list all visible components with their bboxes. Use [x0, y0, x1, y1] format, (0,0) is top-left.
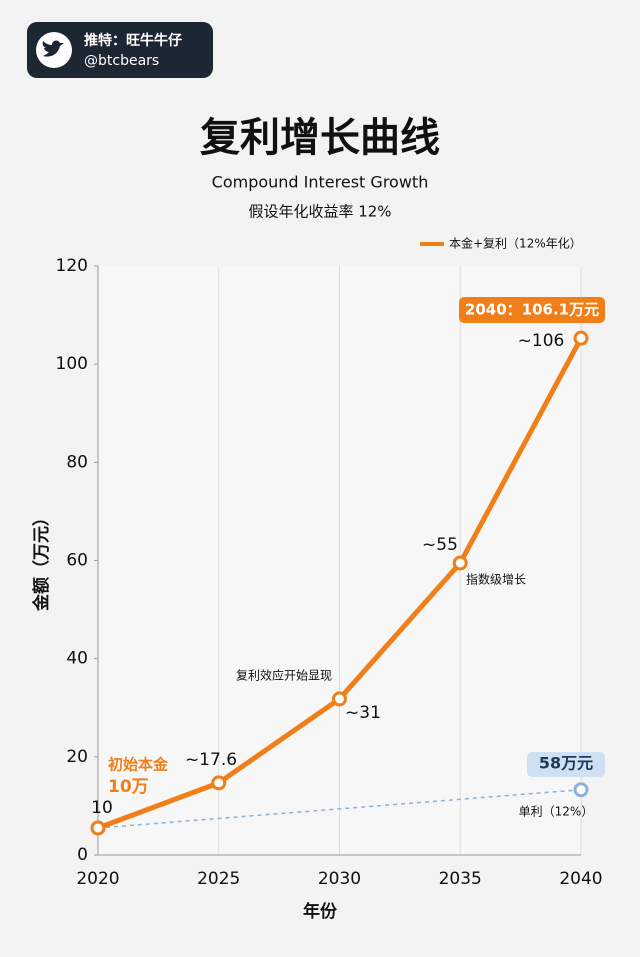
annotation: 10万 [108, 777, 149, 797]
data-point [573, 782, 589, 798]
annotation-box [459, 297, 605, 323]
annotation: ~31 [345, 703, 381, 723]
account-badge [27, 22, 213, 78]
annotation: 10 [91, 798, 113, 818]
y-tick-label: 100 [56, 354, 88, 374]
annotation: ~17.6 [185, 750, 237, 770]
annotation: 复利效应开始显现 [236, 668, 332, 683]
chart-note: 假设年化收益率 12% [248, 203, 391, 221]
x-tick-label: 2030 [318, 869, 361, 889]
annotation: ~106 [518, 331, 565, 351]
annotation: 2040：106.1万元 [465, 301, 599, 319]
y-tick-label: 20 [66, 747, 88, 767]
series-line [97, 788, 582, 829]
data-point [452, 555, 468, 571]
data-point [211, 775, 227, 791]
annotation: 单利（12%） [519, 805, 594, 819]
annotation: ~55 [422, 535, 458, 555]
annotation: 初始本金 [108, 756, 169, 774]
y-tick-label: 120 [56, 256, 88, 276]
y-tick-label: 60 [66, 551, 88, 571]
annotation-box [527, 752, 605, 777]
x-tick-label: 2020 [76, 869, 119, 889]
y-axis-label: 金额（万元） [31, 509, 52, 612]
chart-subtitle: Compound Interest Growth [212, 173, 429, 192]
legend-label: 本金+复利（12%年化） [449, 236, 582, 251]
x-tick-label: 2035 [439, 869, 482, 889]
x-tick-label: 2025 [197, 869, 240, 889]
handle-label: 推特：旺牛牛仔 [84, 32, 182, 49]
x-tick-label: 2040 [559, 869, 602, 889]
handle: @btcbears [84, 53, 159, 69]
chart-title: 复利增长曲线 [200, 115, 440, 161]
y-tick-label: 0 [77, 845, 88, 865]
data-point [573, 330, 589, 346]
annotation: 指数级增长 [466, 572, 526, 587]
y-tick-label: 80 [66, 452, 88, 472]
x-axis-label: 年份 [303, 901, 338, 922]
data-point [90, 820, 106, 836]
twitter-bird [42, 40, 64, 57]
data-point [332, 691, 347, 707]
annotation: 58万元 [539, 754, 593, 773]
y-tick-label: 40 [66, 649, 88, 669]
